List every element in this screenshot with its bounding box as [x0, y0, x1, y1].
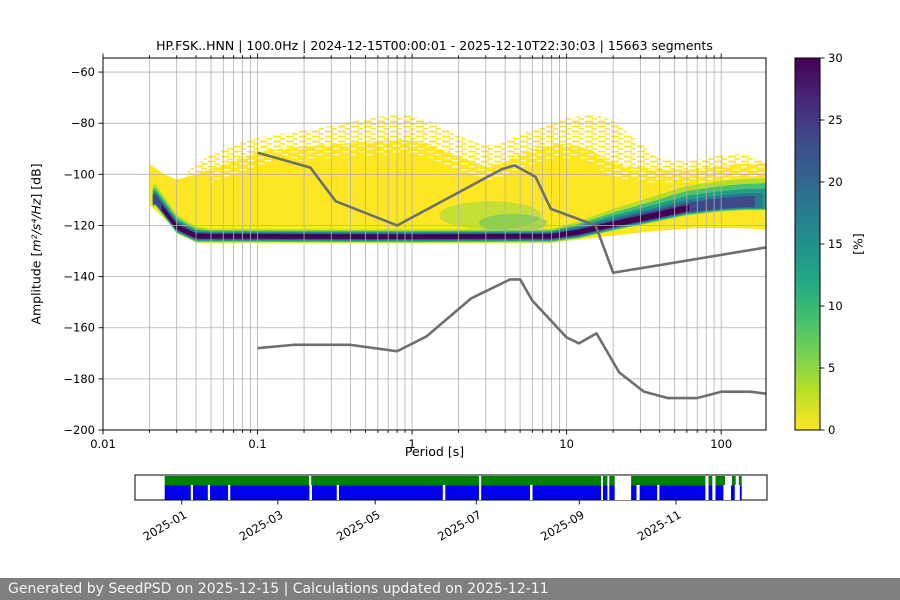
colorbar-tick-label: 5: [828, 361, 835, 375]
timeline-gap: [336, 485, 339, 500]
timeline-gap: [705, 485, 709, 500]
timeline-gap: [724, 475, 732, 486]
timeline-gap: [723, 485, 731, 500]
histogram-tint: [439, 201, 542, 230]
timeline-gap: [614, 475, 632, 486]
colorbar-tick-label: 25: [828, 113, 843, 127]
timeline-gap: [601, 475, 603, 486]
histogram-striations: [211, 139, 766, 184]
timeline-gap: [712, 475, 716, 486]
colorbar-tick-label: 15: [828, 237, 843, 251]
y-tick-label: −140: [63, 270, 95, 284]
timeline-tick-label: 2025-11: [635, 507, 684, 543]
y-axis-label-suffix: ] [dB]: [28, 163, 44, 199]
timeline-gap: [190, 485, 193, 500]
y-axis-label-prefix: Amplitude [: [28, 251, 44, 325]
timeline-gap: [228, 485, 231, 500]
y-tick-label: −80: [71, 116, 95, 130]
ppsd-chart-canvas: 0.01 0.1 1 10 100−60−80−100−120−140−160−180−…: [63, 51, 843, 544]
timeline-gap: [734, 485, 740, 500]
x-tick-label: 0.01: [90, 437, 116, 451]
timeline-gap: [614, 485, 632, 500]
colorbar-tick-label: 10: [828, 299, 843, 313]
timeline-tick-label: 2025-07: [435, 507, 484, 543]
timeline-tick-label: 2025-05: [334, 507, 383, 543]
timeline-gap: [601, 485, 603, 500]
noise-model-nlnm: [257, 278, 766, 400]
timeline-gap: [207, 485, 211, 500]
plot-title: HP.FSK..HNN | 100.0Hz | 2024-12-15T00:00…: [156, 38, 713, 53]
timeline-tick-label: 2025-03: [237, 507, 286, 543]
x-tick-label: 10: [559, 437, 574, 451]
timeline-tick-label: 2025-09: [538, 507, 587, 543]
coverage-timeline: 2025-01 2025-03 2025-05 2025-07 2025-09 2025-…: [134, 474, 768, 544]
timeline-gap: [657, 485, 660, 500]
timeline-gap: [309, 485, 312, 500]
y-tick-label: −200: [63, 423, 95, 437]
colorbar: [794, 57, 821, 431]
colorbar-tick-label: 20: [828, 175, 843, 189]
timeline-psd-coverage: [164, 476, 742, 486]
x-tick-label: 1: [408, 437, 415, 451]
y-tick-label: −60: [71, 65, 95, 79]
x-tick-label: 100: [710, 437, 732, 451]
timeline-gap: [478, 485, 482, 500]
timeline-gap: [712, 485, 716, 500]
colorbar-label: [%]: [850, 233, 866, 255]
footer-status-bar: Generated by SeedPSD on 2025-12-15 | Cal…: [0, 578, 900, 600]
timeline-data-coverage: [164, 485, 742, 500]
colorbar-tick-label: 30: [828, 51, 843, 65]
timeline-gap: [478, 475, 482, 486]
timeline-tick-label: 2025-01: [141, 507, 190, 543]
histogram-band-dark-mode: [161, 204, 690, 240]
noise-model-curves: [257, 151, 766, 400]
x-tick-label: 0.1: [248, 437, 266, 451]
y-axis-label: Amplitude [m²/s⁴/Hz] [dB]: [29, 163, 44, 324]
colorbar-tick-label: 0: [828, 423, 835, 437]
plot-border: [102, 57, 767, 431]
timeline-gap: [607, 475, 610, 486]
x-axis-label: Period [s]: [404, 444, 465, 459]
axis-tick-labels: 0.01 0.1 1 10 100 −60 −80 −100 −120 −140 −160 −180 −…: [63, 65, 732, 451]
histogram-tint: [479, 213, 548, 232]
timeline-gap: [705, 475, 709, 486]
y-tick-label: −180: [63, 372, 95, 386]
histogram-band-steel-blue: [152, 192, 763, 241]
y-tick-label: −100: [63, 167, 95, 181]
timeline-gap: [442, 485, 446, 500]
ppsd-histogram: [149, 114, 766, 243]
timeline-gap: [607, 485, 610, 500]
y-tick-label: −160: [63, 321, 95, 335]
noise-model-nhnm: [257, 151, 766, 275]
axis-ticks: [98, 53, 722, 435]
y-axis-label-units: m²/s⁴/Hz: [28, 198, 44, 252]
timeline-gap: [530, 485, 533, 500]
y-tick-label: −120: [63, 218, 95, 232]
timeline-gap: [636, 485, 640, 500]
histogram-speckle-zone: [187, 114, 766, 177]
grid-lines: [103, 58, 766, 430]
timeline-gap: [308, 475, 312, 486]
timeline-gap: [735, 475, 739, 486]
colorbar-ticks: 0 5 10 15 20 25 30: [820, 51, 843, 437]
